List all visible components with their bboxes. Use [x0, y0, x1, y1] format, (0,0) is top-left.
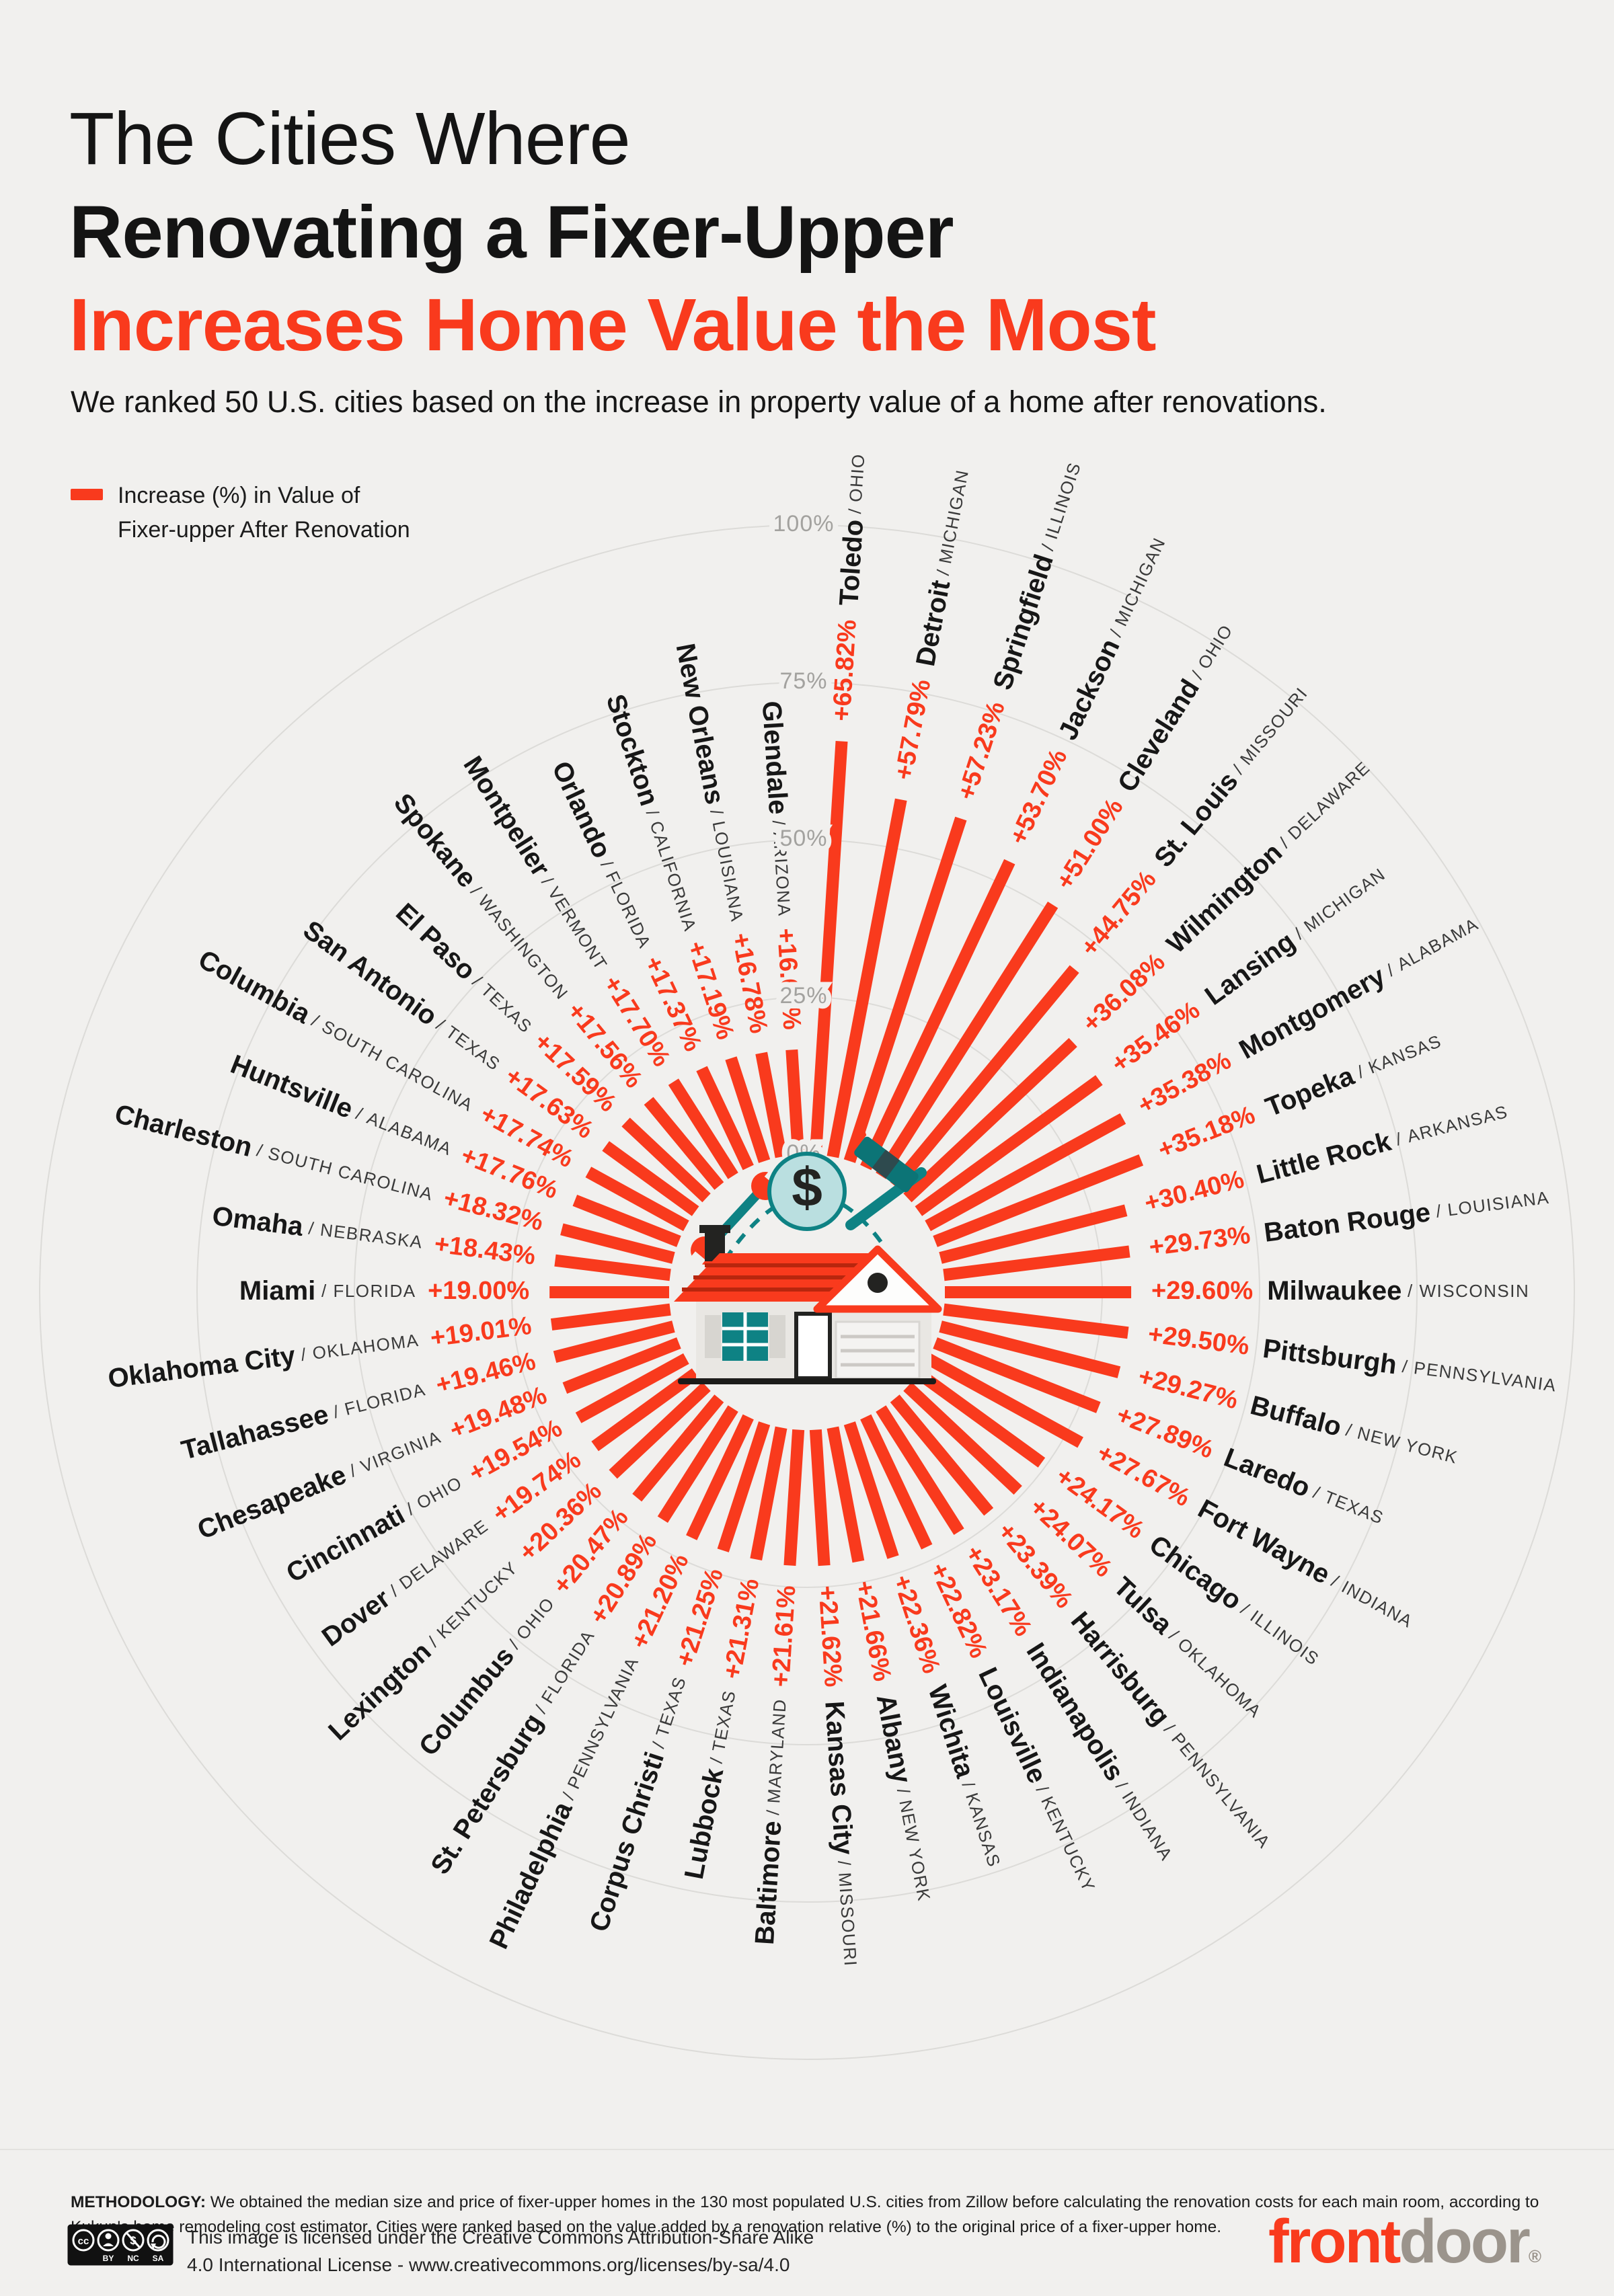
bar-dover — [591, 1368, 699, 1452]
bar-chicago — [915, 1368, 1046, 1468]
gable-vent — [868, 1273, 888, 1293]
svg-text:cc: cc — [78, 2235, 89, 2247]
bar-lansing — [915, 1075, 1103, 1216]
bar-lexington — [609, 1382, 711, 1479]
grid-ring-50 — [354, 839, 1260, 1745]
bar-omaha — [554, 1254, 671, 1281]
title-line-3: Increases Home Value the Most — [69, 284, 1157, 367]
label-toledo: +65.82% Toledo / OHIO — [827, 452, 873, 722]
bar-glendale — [785, 1049, 805, 1155]
title-line-2: Renovating a Fixer-Upper — [69, 190, 954, 274]
bar-topeka — [933, 1154, 1144, 1247]
methodology-text: METHODOLOGY: We obtained the median size… — [71, 2192, 1539, 2237]
bar-louisville — [860, 1414, 933, 1550]
tick-50: 50% — [779, 826, 827, 851]
bar-wichita — [843, 1421, 899, 1559]
label-miami: Miami / FLORIDA +19.00% — [239, 1276, 529, 1306]
bar-philadelphia — [686, 1414, 754, 1540]
bar-lubbock — [750, 1426, 787, 1560]
bar-spokane — [644, 1097, 724, 1190]
chart-bars — [549, 740, 1144, 1567]
legend-swatch — [71, 489, 103, 500]
svg-text:NC: NC — [127, 2254, 139, 2263]
footer-divider — [0, 2149, 1614, 2150]
grid-ring-100 — [39, 524, 1575, 2060]
bar-toledo — [809, 740, 848, 1155]
creative-commons-icon: cc $ BY NC SA — [67, 2224, 174, 2266]
svg-text:SA: SA — [153, 2254, 164, 2263]
bar-san-antonio — [602, 1141, 699, 1216]
bar-milwaukee — [945, 1286, 1132, 1298]
bar-cleveland — [876, 902, 1059, 1179]
label-cleveland: +51.00% Cleveland / OHIO — [1050, 618, 1241, 895]
bar-corpus-christi — [717, 1421, 771, 1552]
label-buffalo: +29.27% Buffalo / NEW YORK — [1135, 1361, 1461, 1472]
page-title: The Cities Where Renovating a Fixer-Uppe… — [69, 93, 1157, 372]
bar-el-paso — [621, 1117, 711, 1203]
bar-buffalo — [939, 1320, 1121, 1378]
bar-springfield — [843, 816, 967, 1163]
bar-new-orleans — [755, 1052, 787, 1158]
license-block: cc $ BY NC SA This image is licensed und… — [67, 2224, 814, 2279]
bar-chesapeake — [562, 1337, 681, 1394]
bar-columbia — [585, 1166, 689, 1232]
label-baltimore: Baltimore / MARYLAND +21.61% — [750, 1585, 802, 1946]
subtitle: We ranked 50 U.S. cities based on the in… — [71, 385, 1327, 419]
bar-kansas-city — [809, 1429, 831, 1567]
bar-harrisburg — [890, 1394, 994, 1516]
license-text: This image is licensed under the Creativ… — [187, 2227, 814, 2275]
frontdoor-logo: frontdoor® — [1268, 2207, 1541, 2276]
legend: Increase (%) in Value of Fixer-upper Aft… — [71, 479, 410, 547]
label-detroit: +57.79% Detroit / MICHIGAN — [888, 467, 976, 782]
bar-baltimore — [783, 1429, 805, 1567]
tick-75: 75% — [779, 668, 827, 694]
label-kansas-city: +21.62% Kansas City / MISSOURI — [812, 1585, 866, 1968]
bar-cincinnati — [575, 1353, 689, 1423]
label-new-orleans: New Orleans / LOUISIANA +16.78% — [670, 641, 774, 1036]
label-glendale: Glendale / ARIZONA +16.69% — [757, 700, 807, 1031]
bar-columbus — [632, 1394, 724, 1502]
dollar-coin-icon: $ — [767, 1152, 847, 1231]
bar-little-rock — [939, 1204, 1128, 1264]
bar-detroit — [827, 798, 907, 1158]
bar-tallahassee — [553, 1320, 675, 1363]
bar-wilmington — [903, 1037, 1077, 1203]
bar-st-louis — [890, 965, 1079, 1190]
grid-ring-75 — [196, 682, 1418, 1903]
bar-indianapolis — [876, 1405, 964, 1536]
bar-stockton — [725, 1056, 771, 1163]
label-milwaukee: +29.60% Milwaukee / WISCONSIN — [1151, 1276, 1529, 1306]
bar-orlando — [696, 1066, 754, 1171]
svg-text:$: $ — [792, 1157, 822, 1218]
bar-laredo — [933, 1337, 1101, 1413]
bar-oklahoma-city — [550, 1303, 671, 1331]
house-renovation-icon: $ — [674, 1119, 942, 1384]
tick-25: 25% — [779, 983, 827, 1008]
bar-fort-wayne — [925, 1353, 1083, 1448]
bar-pittsburgh — [943, 1303, 1129, 1339]
tick-100: 100% — [773, 511, 835, 537]
legend-label: Increase (%) in Value of Fixer-upper Aft… — [118, 483, 410, 543]
bar-miami — [549, 1286, 670, 1298]
bar-tulsa — [903, 1382, 1022, 1495]
grid-rings — [39, 524, 1575, 2060]
bar-st-petersburg — [657, 1405, 738, 1523]
bar-huntsville — [572, 1194, 681, 1247]
bar-jackson — [860, 859, 1015, 1171]
methodology-label: METHODOLOGY: — [71, 2192, 206, 2211]
bar-montgomery — [925, 1113, 1126, 1232]
bar-baton-rouge — [943, 1245, 1130, 1281]
bar-charleston — [560, 1223, 675, 1264]
axis-tick-labels: 0%25%50%75%100% — [768, 506, 839, 1171]
title-line-1: The Cities Where — [69, 97, 631, 180]
house-icon — [674, 1225, 942, 1384]
bar-montpelier — [668, 1078, 738, 1179]
hammer-icon — [845, 1119, 927, 1230]
svg-text:BY: BY — [103, 2254, 114, 2263]
bar-albany — [827, 1426, 865, 1563]
